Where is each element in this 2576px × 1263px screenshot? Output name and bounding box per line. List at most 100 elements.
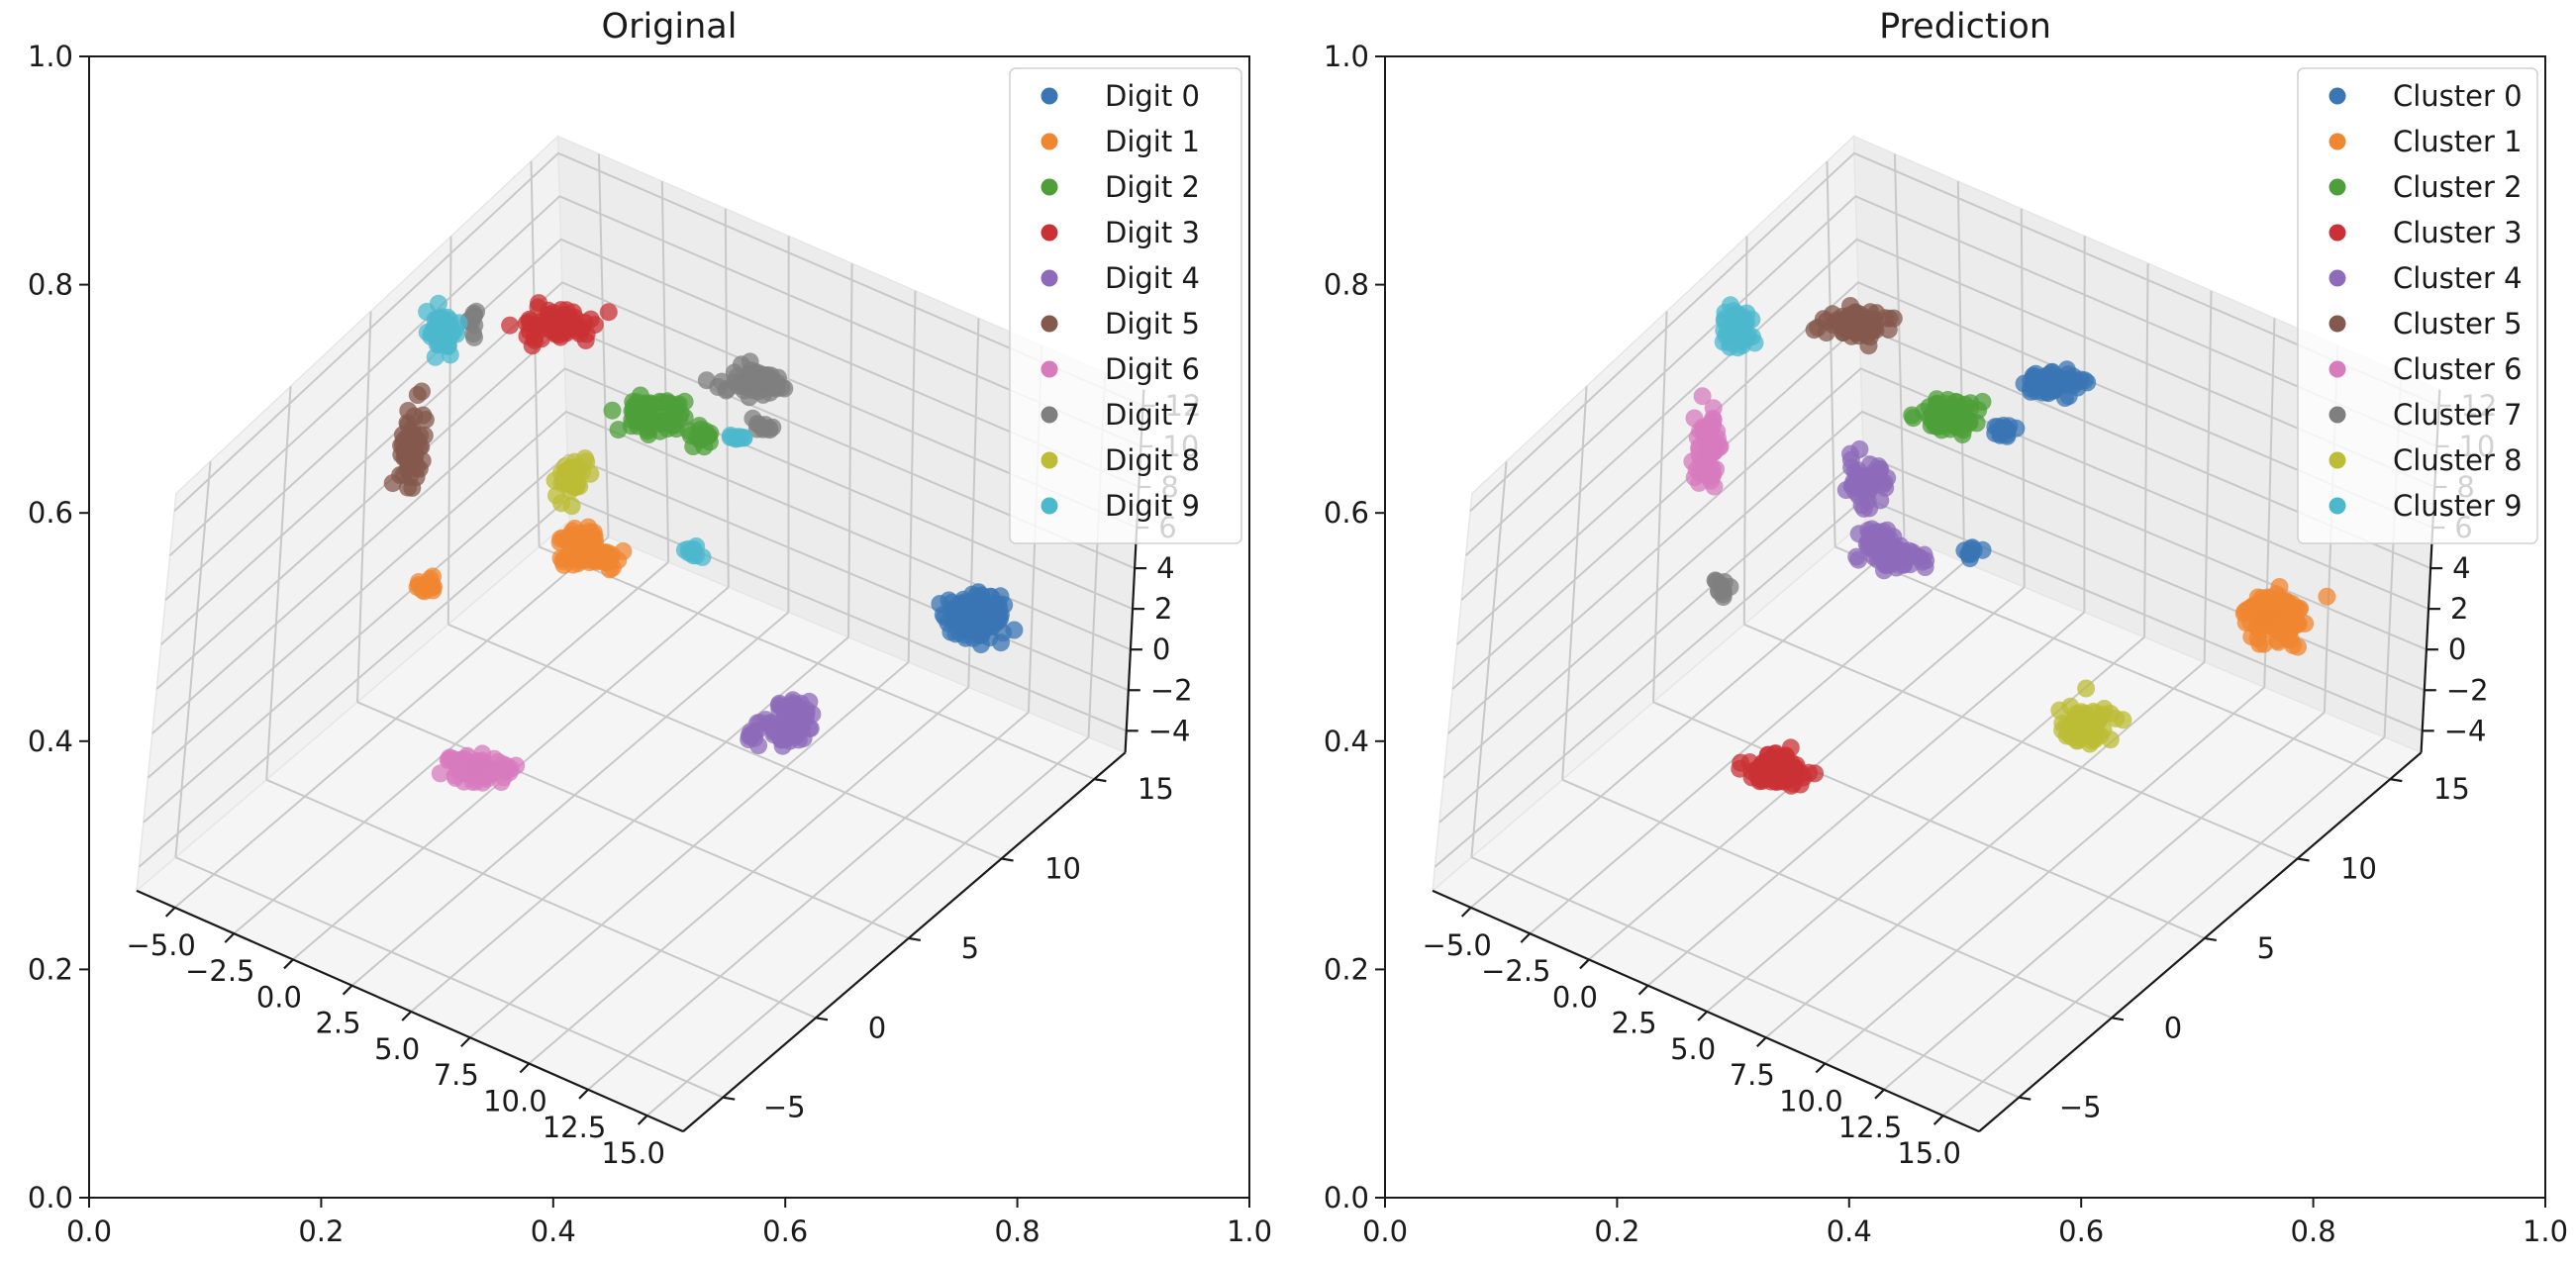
x-tick: [1520, 932, 1532, 943]
grid-line-x-wall: [597, 153, 610, 537]
legend-marker: [2328, 178, 2346, 196]
x-tick-label: −5.0: [126, 928, 195, 962]
point: [1903, 406, 1922, 425]
outer-x-tick-label: 0.6: [2058, 1214, 2104, 1248]
point: [1722, 325, 1740, 343]
point: [383, 474, 402, 493]
grid-line-z: [160, 281, 1138, 645]
point: [408, 386, 427, 404]
point: [403, 478, 422, 497]
grid-line-z: [1456, 281, 2433, 645]
point: [573, 462, 592, 481]
x-tick-label: 10.0: [1779, 1085, 1843, 1118]
legend-marker: [2328, 497, 2346, 515]
grid-line-z: [147, 410, 1132, 779]
grid-line-x: [1883, 711, 2326, 1091]
cluster-7: [1706, 571, 1739, 607]
point: [1704, 399, 1723, 418]
cluster-5: [383, 382, 435, 497]
y-tick-label: −5: [763, 1091, 806, 1124]
chart-title: Prediction: [1879, 7, 2051, 47]
point: [763, 418, 782, 437]
point: [1685, 468, 1704, 487]
z-tick-label: 4: [2452, 551, 2470, 585]
point: [1690, 437, 1709, 456]
point: [601, 549, 620, 568]
grid-line-x-wall: [847, 263, 853, 637]
legend-label: Digit 8: [1105, 443, 1200, 477]
legend-marker: [1040, 315, 1058, 333]
grid-line-x: [1824, 686, 2265, 1065]
y-tick-label: 15: [2433, 772, 2470, 806]
cluster-7: [459, 302, 794, 439]
grid-line-x: [587, 711, 1030, 1091]
y-tick: [723, 1096, 736, 1101]
grid-line-y-wall: [1561, 386, 1588, 780]
cluster-0: [1955, 360, 2097, 568]
y-tick: [815, 1017, 829, 1021]
legend-label: Cluster 7: [2393, 398, 2523, 432]
grid-line-y-wall: [356, 311, 372, 703]
point: [1693, 387, 1712, 406]
point: [1960, 543, 1979, 562]
point: [1806, 764, 1825, 783]
point: [709, 377, 728, 396]
x-tick-label: 2.5: [315, 1007, 360, 1040]
point: [1998, 421, 2017, 439]
x-tick: [1579, 958, 1590, 970]
point: [1762, 760, 1781, 779]
grid-line-z: [1447, 367, 2429, 734]
point: [560, 474, 579, 492]
outer-y-tick-label: 0.2: [1324, 952, 1369, 986]
outer-x-tick-label: 0.2: [1594, 1214, 1639, 1248]
panel-prediction: −5.0−2.50.02.55.07.510.012.515.0−5051015…: [1324, 7, 2568, 1248]
grid-line-z: [1465, 195, 2437, 556]
point: [555, 548, 574, 567]
grid-line-y: [1834, 545, 2391, 781]
legend-label: Digit 2: [1105, 170, 1200, 204]
point: [552, 494, 570, 513]
point: [1704, 443, 1723, 462]
x-tick: [1874, 1089, 1885, 1100]
x-axis-line: [136, 889, 684, 1133]
y-tick-label: −5: [2059, 1091, 2102, 1124]
legend-marker: [1040, 133, 1058, 150]
legend-marker: [2328, 269, 2346, 287]
y-tick: [2019, 1096, 2031, 1101]
grid-line-y: [539, 545, 1095, 781]
y-tick-label: 5: [2257, 931, 2275, 965]
point: [1915, 545, 1933, 564]
grid-line-z: [1442, 410, 2427, 779]
legend-marker: [1040, 269, 1058, 287]
point: [2077, 679, 2096, 698]
y-axis-line: [682, 751, 1127, 1132]
y-axis-line: [1978, 751, 2423, 1132]
point: [410, 573, 428, 591]
chart-title: Original: [602, 7, 738, 47]
point: [2055, 389, 2074, 407]
point: [1854, 499, 1873, 518]
point: [766, 722, 784, 740]
grid-line-z: [151, 367, 1134, 734]
x-tick: [460, 1036, 471, 1048]
y-tick-label: 10: [2340, 852, 2377, 886]
y-tick-label: 0: [2164, 1011, 2182, 1044]
point: [669, 395, 688, 414]
x-axis-line: [1432, 889, 1980, 1133]
point: [1861, 303, 1880, 322]
grid-line-z: [1460, 238, 2435, 601]
point: [431, 764, 449, 783]
z-tick-label: −2: [1150, 673, 1193, 707]
grid-line-x-wall: [1956, 181, 1966, 562]
outer-y-tick-label: 0.0: [28, 1181, 73, 1214]
grid-line-x: [645, 736, 1090, 1117]
grid-line-x: [469, 661, 910, 1039]
point: [972, 611, 990, 630]
legend-label: Cluster 8: [2393, 443, 2523, 477]
point: [2050, 701, 2069, 720]
point: [2275, 598, 2294, 617]
grid-line-x: [350, 611, 790, 987]
cluster-2: [1903, 390, 1992, 443]
legend-label: Digit 0: [1105, 79, 1200, 113]
